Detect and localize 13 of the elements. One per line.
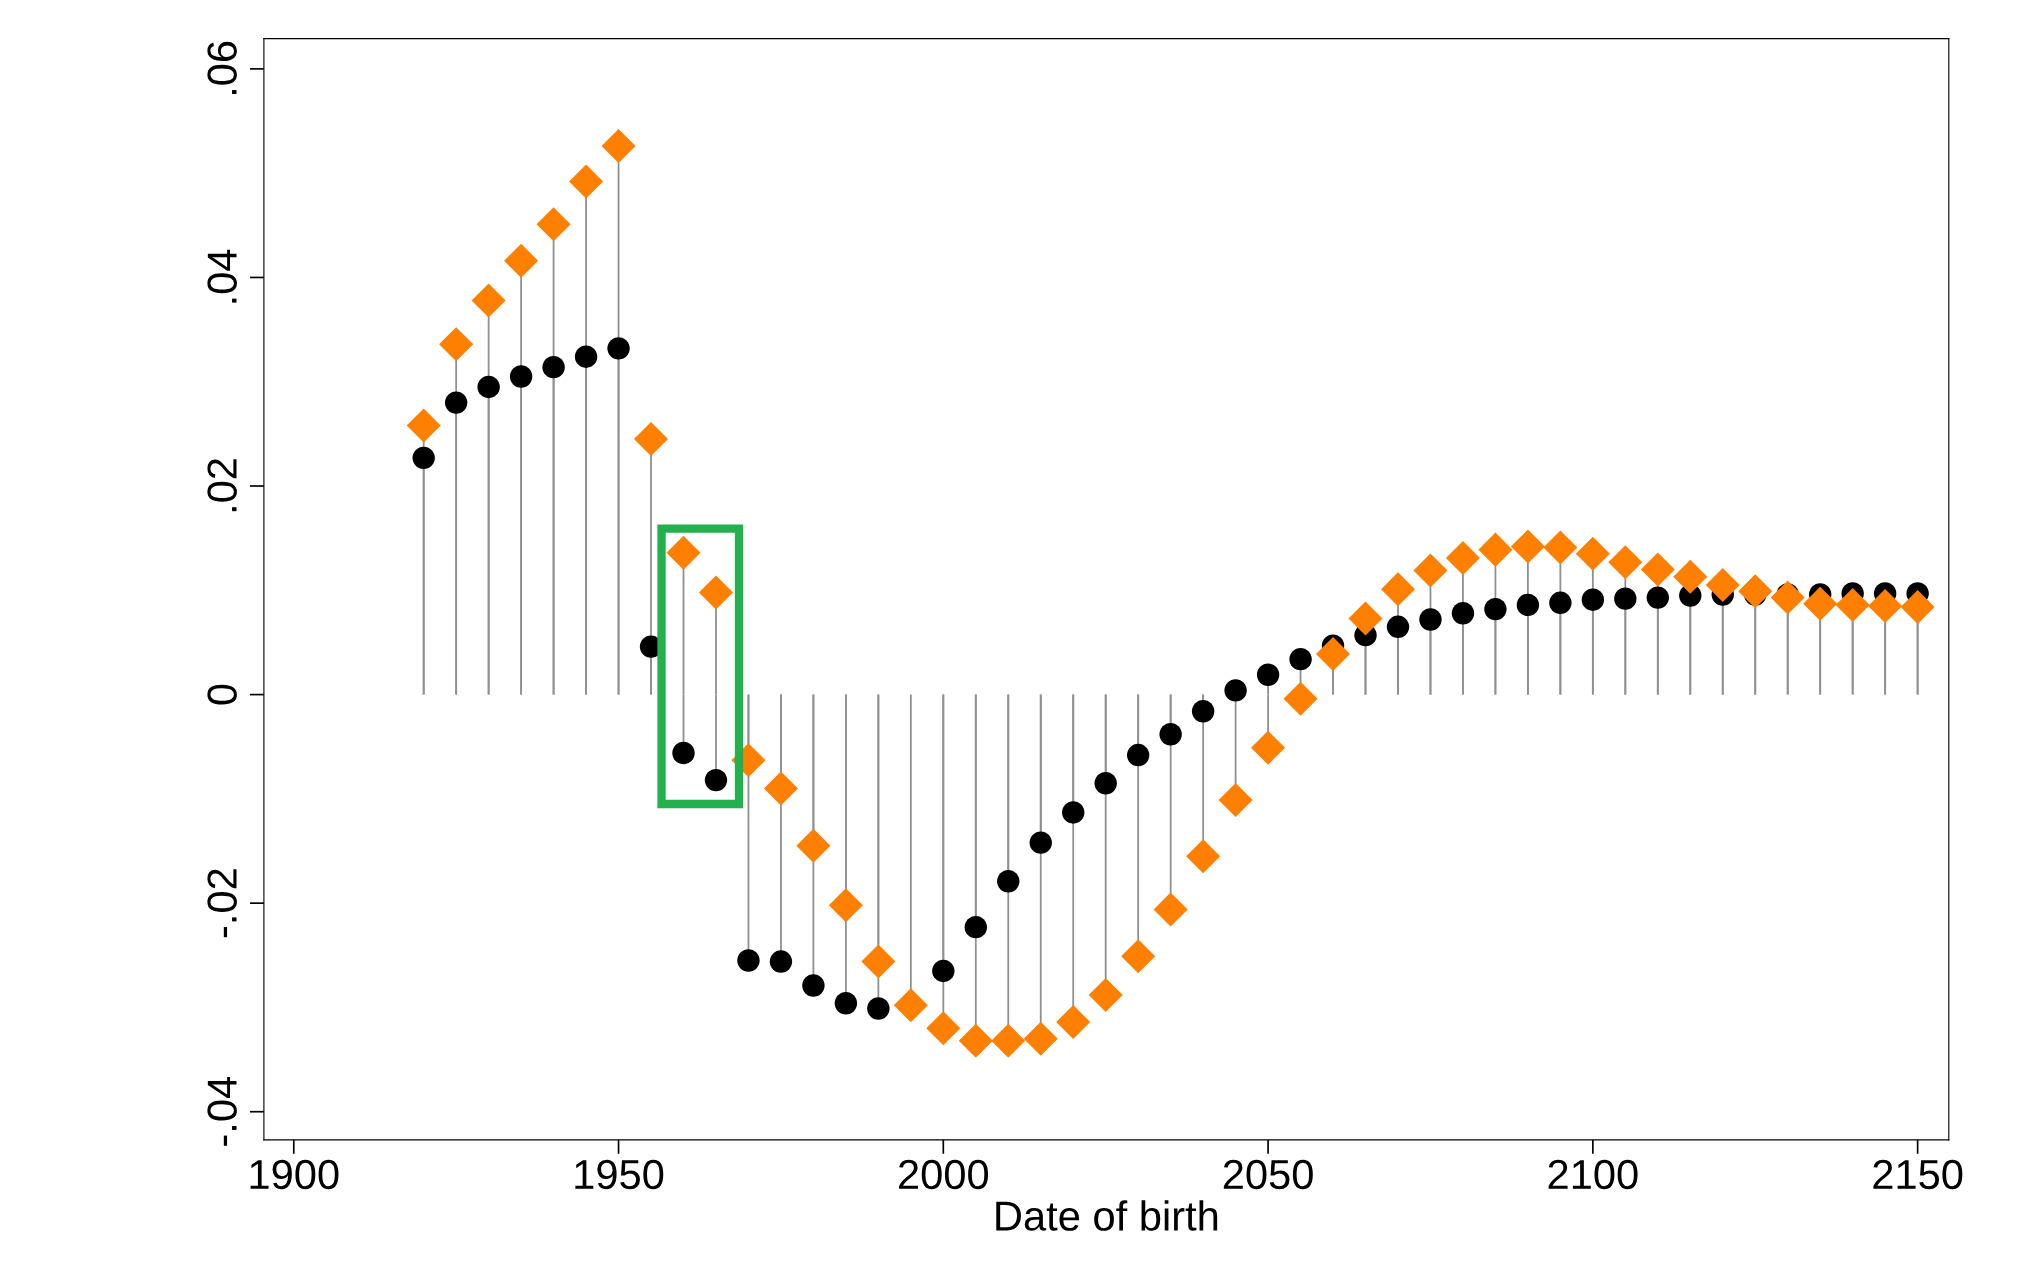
y-tick-label: .04 (207, 249, 237, 303)
y-tick-label: .06 (207, 41, 237, 95)
y-tick-label: 0 (207, 684, 237, 705)
x-tick-label: 2100 (1548, 1159, 1638, 1190)
x-axis-title: Date of birth (996, 1200, 1218, 1231)
x-tick-label: 2000 (899, 1159, 989, 1190)
y-tick-label: -.04 (207, 1077, 237, 1146)
y-tick-label: -.02 (207, 869, 237, 938)
x-tick-label: 1900 (250, 1159, 339, 1190)
x-tick-label: 2050 (1223, 1159, 1313, 1190)
x-tick-label: 1950 (575, 1159, 664, 1190)
x-tick-label: 2150 (1873, 1159, 1963, 1190)
y-tick-label: .02 (207, 459, 237, 512)
